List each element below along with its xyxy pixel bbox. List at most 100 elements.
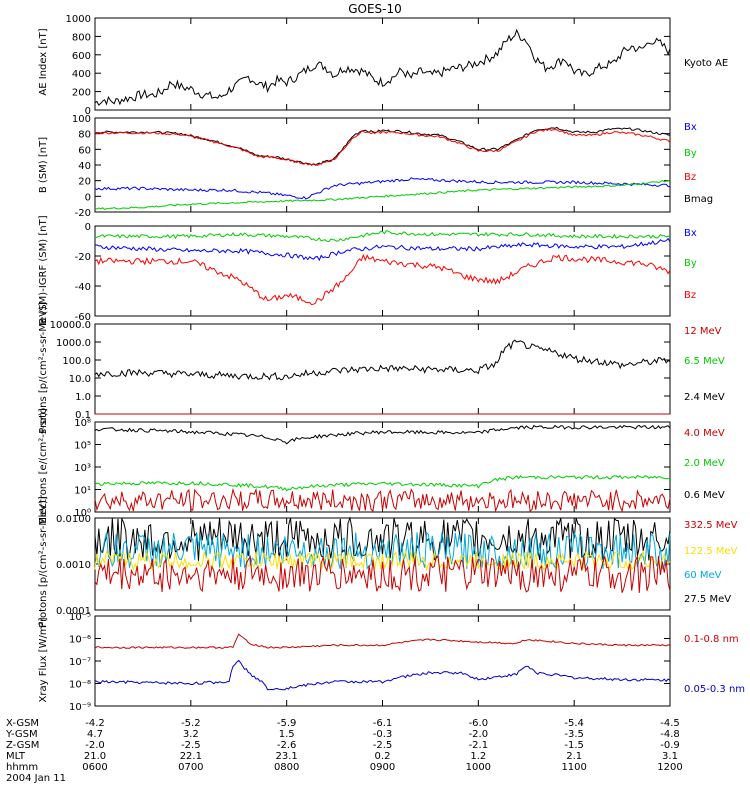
y-tick-label: 10⁻⁹ — [69, 702, 91, 713]
footer-value: 0600 — [82, 762, 107, 773]
series-line — [94, 633, 671, 649]
panel-frame — [94, 323, 671, 415]
panel-frame — [94, 17, 671, 111]
footer-value: -2.1 — [469, 740, 489, 751]
legend-entry: Bx — [684, 228, 697, 239]
legend-entry: 2.4 MeV — [684, 392, 725, 403]
legend-entry: 0.6 MeV — [684, 490, 725, 501]
panel-frame — [94, 615, 671, 707]
series-line — [94, 554, 671, 593]
footer-value: -2.0 — [469, 729, 489, 740]
footer-value: -2.0 — [85, 740, 105, 751]
y-axis-label: B (SM)-IGRF (SM) [nT] — [38, 215, 49, 324]
y-tick-label: 1000 — [66, 14, 91, 25]
y-tick-label: 10⁻⁸ — [69, 680, 91, 691]
y-tick-label: 60 — [78, 145, 91, 156]
legend-entry: Bz — [684, 172, 696, 183]
footer-value: 1100 — [561, 762, 586, 773]
series-line — [94, 339, 671, 381]
legend-entry: 4.0 MeV — [684, 428, 725, 439]
series-line — [94, 230, 671, 243]
legend-entry: 12 MeV — [684, 326, 722, 337]
footer-value: 0.2 — [375, 751, 391, 762]
footer-value: -5.4 — [564, 718, 584, 729]
footer-value: 0900 — [370, 762, 395, 773]
footer-value: 1.2 — [470, 751, 486, 762]
y-axis-label: B (SM) [nT] — [38, 137, 49, 193]
footer-value: 3.2 — [183, 729, 199, 740]
y-tick-label: 0 — [85, 222, 91, 233]
legend-entry: 0.05-0.3 nm — [684, 684, 745, 695]
y-tick-label: 10⁻⁶ — [69, 635, 91, 646]
footer-value: -3.5 — [564, 729, 584, 740]
y-tick-label: 0.1 — [75, 410, 91, 421]
series-line — [94, 237, 671, 262]
legend-entry: 6.5 MeV — [684, 356, 725, 367]
legend-entry: 122.5 MeV — [684, 546, 738, 557]
y-axis-label: Protons [p/(cm²-s-sr-MeV)] — [38, 302, 49, 434]
y-tick-label: 10000.0 — [50, 320, 91, 331]
footer-value: 22.1 — [180, 751, 202, 762]
footer-row-label: MLT — [6, 751, 26, 762]
footer-value: -4.8 — [660, 729, 680, 740]
footer-value: 21.0 — [84, 751, 106, 762]
y-tick-label: 20 — [78, 177, 91, 188]
y-tick-label: 1000.0 — [56, 338, 91, 349]
legend-entry: Bmag — [684, 194, 713, 205]
y-tick-label: -40 — [75, 282, 91, 293]
footer-value: -4.2 — [85, 718, 105, 729]
series-line — [94, 253, 671, 306]
footer-value: -2.6 — [277, 740, 297, 751]
legend-entry: By — [684, 258, 697, 269]
series-line — [94, 474, 671, 492]
legend-entry: 60 MeV — [684, 570, 722, 581]
footer-value: 1200 — [657, 762, 682, 773]
y-tick-label: 10⁵ — [74, 441, 91, 452]
series-line — [94, 531, 671, 571]
panel-frame — [94, 421, 671, 513]
footer-value: -6.1 — [373, 718, 393, 729]
y-axis-label: Protons [p/(cm²-s-sr-MeV)] — [38, 496, 49, 628]
footer-row-label: X-GSM — [6, 718, 39, 729]
footer-value: 0700 — [178, 762, 203, 773]
y-tick-label: 200 — [72, 88, 91, 99]
series-line — [94, 177, 671, 200]
footer-value: 3.1 — [662, 751, 678, 762]
legend-entry: 27.5 MeV — [684, 594, 731, 605]
y-tick-label: 800 — [72, 32, 91, 43]
y-tick-label: 0 — [85, 106, 91, 117]
y-tick-label: 10³ — [74, 463, 91, 474]
legend-entry: Bx — [684, 122, 697, 133]
y-tick-label: 10⁸ — [74, 418, 91, 429]
y-tick-label: 100 — [72, 114, 91, 125]
y-axis-label: Electrons [e/(cm²-s-sr)] — [38, 408, 49, 524]
footer-value: -5.2 — [181, 718, 201, 729]
footer-value: -4.5 — [660, 718, 680, 729]
y-axis-label: Xray Flux [W/m²] — [38, 617, 49, 702]
footer-value: -2.5 — [373, 740, 393, 751]
y-tick-label: 400 — [72, 69, 91, 80]
legend-entry: Kyoto AE — [684, 58, 728, 69]
y-tick-label: -20 — [75, 208, 91, 219]
y-tick-label: 0.0010 — [56, 560, 91, 571]
y-tick-label: 10.0 — [69, 374, 91, 385]
y-tick-label: 80 — [78, 130, 91, 141]
y-tick-label: 10⁻⁵ — [69, 612, 91, 623]
series-line — [94, 487, 671, 513]
footer-row-label: Z-GSM — [6, 740, 39, 751]
footer-value: -0.9 — [660, 740, 680, 751]
series-line — [94, 550, 671, 572]
legend-entry: 332.5 MeV — [684, 520, 738, 531]
y-tick-label: 10⁻⁷ — [69, 657, 91, 668]
y-tick-label: -20 — [75, 252, 91, 263]
legend-entry: By — [684, 148, 697, 159]
series-line — [94, 128, 671, 166]
y-tick-label: 0 — [85, 192, 91, 203]
y-tick-label: 0.0100 — [56, 514, 91, 525]
y-axis-label: AE Index [nT] — [38, 28, 49, 95]
legend-entry: Bz — [684, 290, 696, 301]
y-tick-label: 1.0 — [75, 392, 91, 403]
y-tick-label: 40 — [78, 161, 91, 172]
y-tick-label: -60 — [75, 312, 91, 323]
y-tick-label: 600 — [72, 51, 91, 62]
